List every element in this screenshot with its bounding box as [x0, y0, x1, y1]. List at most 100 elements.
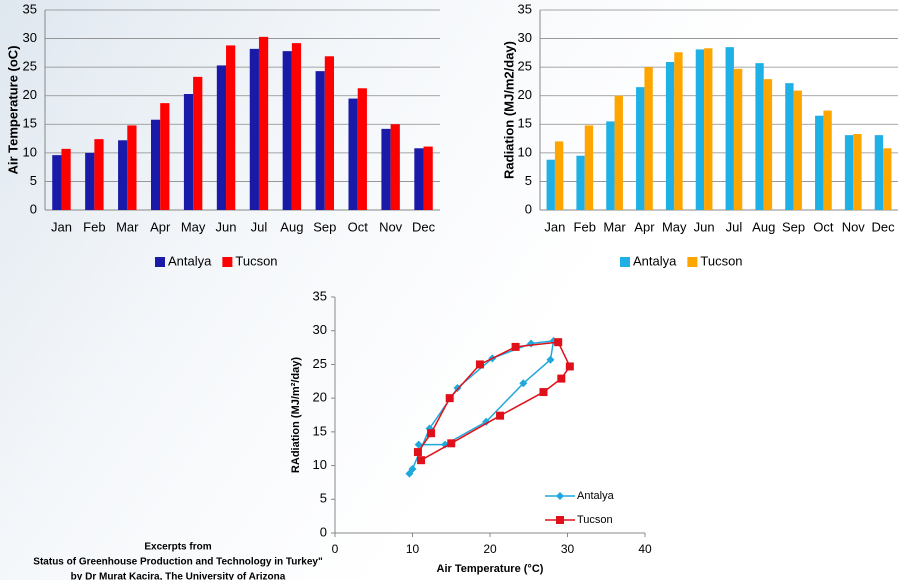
bar	[316, 71, 325, 210]
marker	[414, 448, 422, 456]
x-tick-label: Apr	[150, 219, 171, 234]
x-tick-label: Mar	[116, 219, 139, 234]
charts: Excerpts from Status of Greenhouse Produ…	[0, 0, 901, 580]
marker	[527, 340, 535, 348]
y-tick-label: 30	[313, 322, 327, 337]
y-tick-label: 15	[518, 116, 532, 131]
legend-label: Antalya	[168, 253, 212, 268]
bar	[151, 120, 160, 210]
bar	[636, 87, 644, 210]
x-tick-label: 10	[406, 542, 420, 556]
marker	[417, 456, 425, 464]
footer-line: Excerpts from	[144, 542, 211, 553]
bar	[734, 69, 742, 210]
bar	[606, 121, 614, 210]
bar	[193, 77, 202, 210]
marker	[566, 362, 574, 370]
x-tick-label: Aug	[752, 219, 775, 234]
y-tick-label: 10	[313, 457, 327, 472]
bar	[217, 65, 226, 210]
x-tick-label: Dec	[872, 219, 896, 234]
x-tick-label: Jun	[694, 219, 715, 234]
bar	[666, 62, 674, 210]
y-tick-label: 20	[518, 87, 532, 102]
y-tick-label: 0	[320, 524, 327, 539]
bar	[226, 45, 235, 210]
x-axis-title: Air Temperature (°C)	[437, 563, 544, 575]
y-tick-label: 5	[30, 173, 37, 188]
y-axis-title: Radiation (MJ/m2/day)	[501, 41, 516, 179]
marker	[427, 429, 435, 437]
legend-label: Tucson	[577, 514, 613, 526]
y-tick-label: 20	[23, 87, 37, 102]
legend-marker	[556, 492, 564, 500]
bar	[160, 103, 169, 210]
bar	[794, 91, 802, 210]
bar	[184, 94, 193, 210]
bar	[785, 83, 793, 210]
y-tick-label: 25	[518, 59, 532, 74]
x-tick-label: 40	[638, 542, 652, 556]
bar	[644, 67, 652, 210]
x-tick-label: Jun	[216, 219, 237, 234]
footer-line: Status of Greenhouse Production and Tech…	[33, 557, 323, 568]
y-tick-label: 30	[23, 30, 37, 45]
slide: Excerpts from Status of Greenhouse Produ…	[0, 0, 901, 580]
x-tick-label: 0	[332, 542, 339, 556]
marker	[476, 360, 484, 368]
bar	[61, 149, 70, 210]
x-tick-label: Apr	[634, 219, 655, 234]
bar	[755, 63, 763, 210]
bar	[127, 125, 136, 210]
legend-swatch	[222, 257, 232, 267]
x-tick-label: 20	[483, 542, 497, 556]
bar	[391, 124, 400, 210]
x-tick-label: Feb	[574, 219, 596, 234]
x-tick-label: Feb	[83, 219, 105, 234]
bar	[358, 88, 367, 210]
y-tick-label: 25	[313, 356, 327, 371]
bar	[283, 51, 292, 210]
y-tick-label: 35	[23, 1, 37, 16]
marker	[539, 388, 547, 396]
marker	[557, 375, 565, 383]
legend-marker	[556, 516, 564, 524]
bar	[424, 147, 433, 210]
y-tick-label: 35	[313, 288, 327, 303]
bar	[823, 111, 831, 210]
bar	[815, 116, 823, 210]
bar	[94, 139, 103, 210]
bar	[325, 56, 334, 210]
legend-swatch	[620, 257, 630, 267]
bar	[615, 96, 623, 210]
legend-label: Antalya	[633, 253, 677, 268]
bar	[883, 148, 891, 210]
y-tick-label: 5	[525, 173, 532, 188]
y-tick-label: 35	[518, 1, 532, 16]
x-tick-label: Oct	[348, 219, 369, 234]
x-tick-label: Jan	[51, 219, 72, 234]
x-tick-label: May	[662, 219, 687, 234]
x-tick-label: Jul	[726, 219, 743, 234]
marker	[496, 412, 504, 420]
bar	[726, 47, 734, 210]
x-tick-label: Mar	[603, 219, 626, 234]
legend-label: Tucson	[700, 253, 742, 268]
bar	[845, 135, 853, 210]
y-axis-title: Air Temperature (oC)	[5, 45, 20, 174]
bar	[250, 49, 259, 210]
bar	[52, 155, 61, 210]
x-tick-label: 30	[561, 542, 575, 556]
bar	[696, 49, 704, 210]
bar	[547, 160, 555, 210]
x-tick-label: Nov	[842, 219, 866, 234]
x-tick-label: Jan	[544, 219, 565, 234]
x-tick-label: Oct	[813, 219, 834, 234]
y-tick-label: 20	[313, 390, 327, 405]
y-tick-label: 10	[23, 144, 37, 159]
legend-swatch	[155, 257, 165, 267]
bar	[118, 140, 127, 210]
marker	[554, 338, 562, 346]
bar	[764, 79, 772, 210]
x-tick-label: Nov	[379, 219, 403, 234]
